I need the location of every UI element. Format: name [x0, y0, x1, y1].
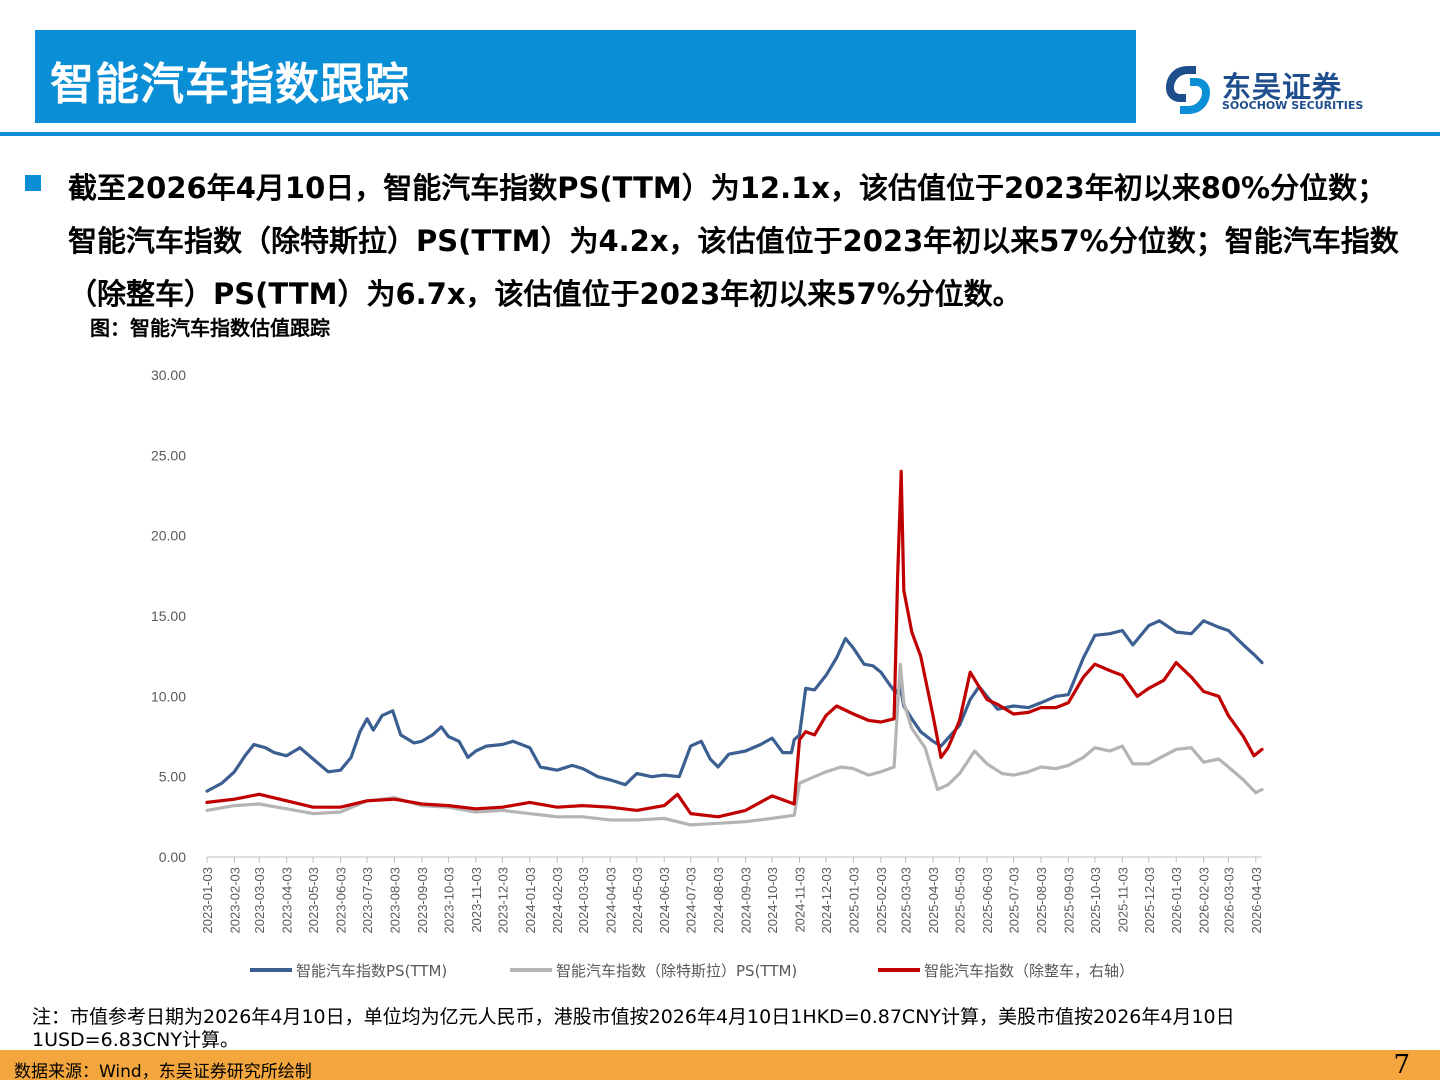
- y-tick-label: 5.00: [159, 769, 186, 785]
- x-tick-label: 2023-06-03: [334, 867, 349, 934]
- summary-text: 截至2026年4月10日，智能汽车指数PS(TTM）为12.1x，该估值位于20…: [68, 171, 1399, 311]
- footer-bar: [0, 1050, 1440, 1080]
- x-tick-label: 2023-11-03: [469, 867, 484, 933]
- x-tick-label: 2025-04-03: [926, 867, 941, 934]
- x-tick-label: 2026-01-03: [1169, 867, 1184, 934]
- x-tick-label: 2024-03-03: [576, 867, 591, 934]
- page-number: 7: [1393, 1050, 1410, 1080]
- x-tick-label: 2024-06-03: [657, 867, 672, 934]
- x-tick-label: 2025-12-03: [1142, 867, 1157, 934]
- x-tick-label: 2024-12-03: [819, 867, 834, 934]
- header-bar: [35, 30, 1136, 123]
- y-tick-label: 25.00: [151, 447, 186, 463]
- x-tick-label: 2025-07-03: [1007, 867, 1022, 934]
- figure-title: 图：智能汽车指数估值跟踪: [90, 316, 330, 340]
- y-tick-label: 30.00: [151, 367, 186, 383]
- x-tick-label: 2026-04-03: [1249, 867, 1264, 934]
- x-tick-label: 2025-02-03: [874, 867, 889, 934]
- y-tick-label: 15.00: [151, 608, 186, 624]
- legend-label-2: 智能汽车指数（除特斯拉）PS(TTM): [556, 962, 797, 980]
- logo-mark-icon: [1166, 66, 1210, 114]
- logo-english-name: SOOCHOW SECURITIES: [1222, 99, 1364, 112]
- x-tick-label: 2023-10-03: [441, 867, 456, 934]
- x-tick-label: 2023-01-03: [200, 867, 215, 934]
- x-tick-label: 2023-03-03: [252, 867, 267, 934]
- series-line-2: [205, 662, 1264, 827]
- y-tick-label: 0.00: [159, 849, 186, 865]
- series-line-1: [205, 619, 1264, 793]
- footnote: 注：市值参考日期为2026年4月10日，单位均为亿元人民币，港股市值按2026年…: [32, 1006, 1235, 1051]
- x-tick-label: 2023-05-03: [306, 867, 321, 934]
- x-tick-label: 2023-12-03: [495, 867, 510, 934]
- x-tick-label: 2023-07-03: [360, 867, 375, 934]
- x-tick-label: 2025-10-03: [1088, 867, 1103, 934]
- x-tick-label: 2025-06-03: [980, 867, 995, 934]
- y-tick-label: 20.00: [151, 528, 186, 544]
- x-tick-label: 2025-05-03: [953, 867, 968, 934]
- x-tick-label: 2024-01-03: [523, 867, 538, 934]
- x-tick-label: 2025-03-03: [899, 867, 914, 934]
- x-tick-label: 2024-05-03: [630, 867, 645, 934]
- page-title: 智能汽车指数跟踪: [50, 59, 410, 110]
- company-logo: 东吴证券 SOOCHOW SECURITIES: [1160, 62, 1380, 122]
- logo-name: 东吴证券: [1222, 70, 1343, 104]
- x-tick-label: 2025-09-03: [1061, 867, 1076, 934]
- x-tick-label: 2024-09-03: [739, 867, 754, 934]
- valuation-line-chart: 0.00 5.00 10.00 15.00 20.00 25.00 30.00 2023-01…: [151, 367, 1264, 980]
- x-tick-label: 2023-02-03: [227, 867, 242, 934]
- x-tick-label: 2025-11-03: [1115, 867, 1130, 933]
- x-tick-label: 2024-04-03: [603, 867, 618, 934]
- data-source: 数据来源：Wind，东吴证券研究所绘制: [14, 1062, 312, 1082]
- x-tick-label: 2023-08-03: [387, 867, 402, 934]
- series-line-3: [205, 469, 1264, 819]
- x-tick-label: 2024-11-03: [792, 867, 807, 933]
- x-tick-label: 2026-03-03: [1221, 867, 1236, 934]
- x-tick-label: 2024-08-03: [711, 867, 726, 934]
- x-tick-label: 2024-02-03: [550, 867, 565, 934]
- legend-label-1: 智能汽车指数PS(TTM): [296, 962, 447, 980]
- x-tick-label: 2023-09-03: [415, 867, 430, 934]
- header-divider: [0, 132, 1440, 136]
- bullet-marker-icon: [25, 175, 41, 191]
- x-tick-label: 2026-02-03: [1197, 867, 1212, 934]
- x-tick-label: 2023-04-03: [280, 867, 295, 934]
- y-tick-label: 10.00: [151, 688, 186, 704]
- x-tick-label: 2025-01-03: [846, 867, 861, 934]
- x-tick-label: 2024-10-03: [765, 867, 780, 934]
- x-tick-label: 2024-07-03: [684, 867, 699, 934]
- x-tick-label: 2025-08-03: [1034, 867, 1049, 934]
- legend-label-3: 智能汽车指数（除整车，右轴）: [924, 962, 1134, 980]
